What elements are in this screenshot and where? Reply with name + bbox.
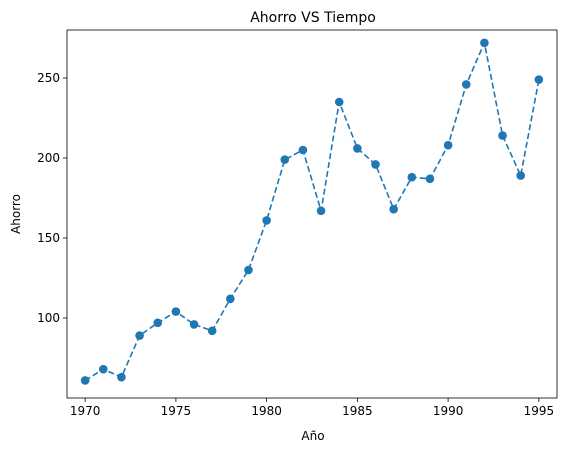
data-point bbox=[98, 364, 108, 374]
y-axis: 100 150 200 250 bbox=[37, 71, 67, 325]
data-point bbox=[226, 294, 235, 304]
chart-title: Ahorro VS Tiempo bbox=[250, 10, 376, 26]
x-tick-label: 1975 bbox=[161, 404, 192, 418]
x-tick-label: 1970 bbox=[70, 404, 101, 418]
data-point bbox=[298, 145, 308, 155]
data-point bbox=[407, 172, 417, 182]
x-axis: 1970 1975 1980 1985 1990 1995 bbox=[70, 398, 554, 418]
data-point bbox=[316, 206, 326, 216]
series-line bbox=[84, 40, 540, 382]
plot-area bbox=[66, 29, 558, 399]
x-tick-label: 1980 bbox=[251, 404, 282, 418]
data-point bbox=[480, 38, 489, 48]
data-point bbox=[244, 265, 253, 275]
x-tick-label: 1990 bbox=[433, 404, 464, 418]
data-point bbox=[425, 174, 435, 184]
data-point bbox=[534, 75, 544, 84]
data-point bbox=[280, 155, 290, 164]
data-point bbox=[461, 80, 471, 89]
data-point bbox=[207, 326, 217, 336]
y-tick-label: 200 bbox=[37, 151, 60, 165]
data-point bbox=[262, 216, 271, 225]
data-point bbox=[189, 320, 199, 329]
data-point bbox=[135, 331, 144, 340]
data-point bbox=[117, 372, 126, 382]
y-tick-label: 100 bbox=[37, 311, 60, 325]
data-point bbox=[153, 318, 163, 328]
data-point bbox=[334, 97, 344, 107]
data-point bbox=[80, 376, 90, 385]
data-point bbox=[516, 171, 526, 180]
data-point bbox=[371, 160, 380, 169]
x-axis-label: Año bbox=[301, 429, 324, 443]
data-point bbox=[443, 140, 453, 150]
data-point bbox=[353, 144, 362, 153]
data-point bbox=[171, 307, 181, 316]
y-tick-label: 150 bbox=[37, 231, 60, 245]
data-point bbox=[498, 131, 507, 140]
series-layer bbox=[80, 38, 544, 385]
data-point bbox=[389, 204, 398, 214]
y-axis-label: Ahorro bbox=[9, 194, 23, 234]
y-tick-label: 250 bbox=[37, 71, 60, 85]
x-tick-label: 1985 bbox=[342, 404, 373, 418]
x-tick-label: 1995 bbox=[524, 404, 555, 418]
